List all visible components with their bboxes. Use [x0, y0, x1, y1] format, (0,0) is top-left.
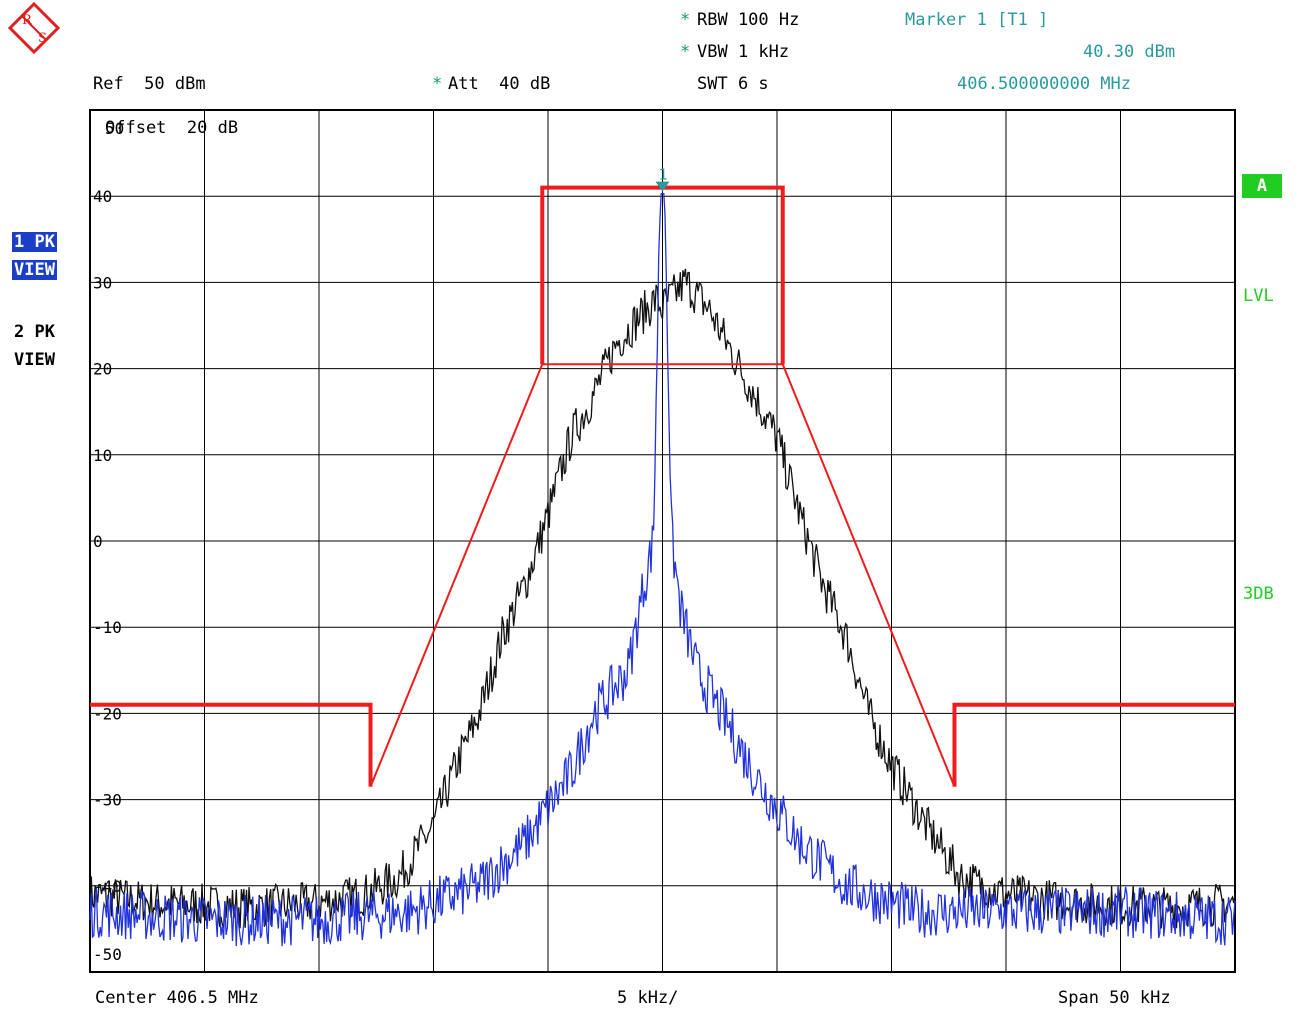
trace2-mode[interactable]: 2 PK [14, 322, 55, 342]
offset-label: Offset 20 dB [105, 118, 239, 138]
limit-line-slopes [369, 363, 956, 788]
svg-text:R: R [22, 13, 33, 28]
marker-1-label: 1 [659, 166, 668, 184]
limit-line-left [90, 702, 373, 787]
trace2-line [89, 192, 1236, 947]
y-tick-label: 40 [93, 187, 112, 206]
y-tick-label: -50 [93, 945, 122, 964]
reference-level: Ref 50 dBm [93, 74, 206, 94]
center-frequency: Center 406.5 MHz [95, 988, 259, 1008]
3db-indicator: 3DB [1243, 584, 1274, 604]
trace1-view[interactable]: VIEW [12, 260, 57, 280]
vbw-star: * [680, 42, 691, 62]
trace2-view[interactable]: VIEW [14, 350, 55, 370]
limit-line-right [952, 702, 1235, 787]
vbw-setting: VBW 1 kHz [697, 42, 790, 62]
frequency-span: Span 50 kHz [1058, 988, 1171, 1008]
attenuation: Att 40 dB [448, 74, 551, 94]
y-tick-label: 10 [93, 446, 112, 465]
rbw-star: * [680, 10, 691, 30]
y-tick-label: -10 [93, 618, 122, 637]
rohde-schwarz-logo: R S [8, 2, 61, 55]
y-tick-label: 20 [93, 360, 112, 379]
trace1-mode[interactable]: 1 PK [12, 232, 57, 252]
sweep-time: SWT 6 s [697, 74, 769, 94]
level-indicator: LVL [1243, 286, 1274, 306]
marker-1-symbol [655, 181, 670, 192]
limit-line-badge: A [1242, 174, 1282, 198]
marker-title: Marker 1 [T1 ] [905, 10, 1049, 30]
y-tick-label: 30 [93, 273, 112, 292]
marker-frequency: 406.500000000 MHz [957, 74, 1131, 94]
y-tick-label: 0 [93, 532, 103, 551]
att-star: * [432, 74, 443, 94]
frequency-per-division: 5 kHz/ [617, 988, 679, 1008]
y-tick-label: 50 [105, 119, 124, 138]
y-tick-label: -20 [93, 704, 122, 723]
marker-level: 40.30 dBm [1083, 42, 1176, 62]
y-tick-label: -30 [93, 791, 122, 810]
rbw-setting: RBW 100 Hz [697, 10, 800, 30]
svg-text:S: S [38, 31, 47, 46]
